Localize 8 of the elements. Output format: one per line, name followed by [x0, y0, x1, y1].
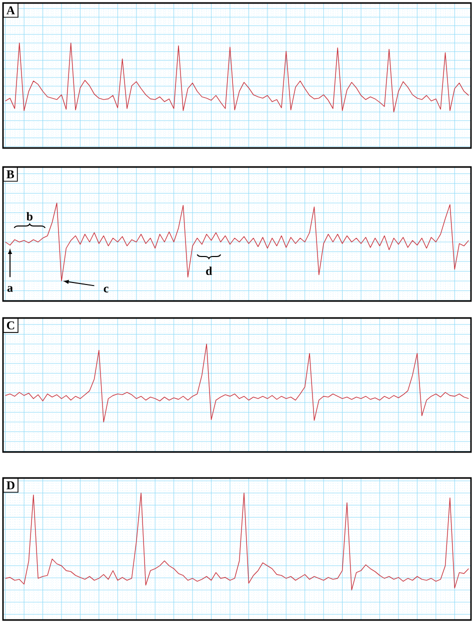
chart-title: D: [6, 481, 14, 490]
chart-title: C: [6, 321, 14, 330]
annotation: d: [206, 266, 212, 276]
chart-title: B: [6, 170, 14, 178]
text: a: [7, 286, 13, 292]
annotation: b: [26, 212, 33, 221]
text: c: [104, 286, 108, 292]
chart-title: A: [6, 6, 15, 14]
